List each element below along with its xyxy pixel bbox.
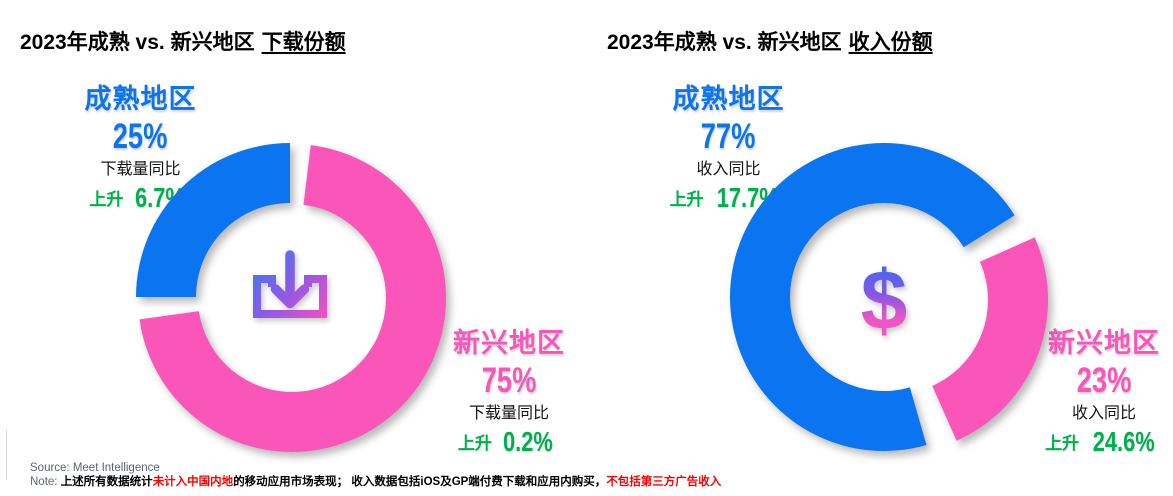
metric-label: 下载量同比 xyxy=(468,405,549,423)
footer-note-part: Note: xyxy=(30,476,61,489)
footer-note-part: 的移动应用市场表现； 收入数据包括iOS及GP端付费下载和应用内购买， xyxy=(233,476,607,489)
emerging-region-label-downloads: 新兴地区 75% 下载量同比 上升 0.2% xyxy=(423,328,595,458)
share-value: 23% xyxy=(1076,361,1132,401)
share-value: 75% xyxy=(481,361,537,401)
download-icon xyxy=(253,250,327,318)
footer-note-part: 不包括第三方广告收入 xyxy=(606,476,722,489)
mature-region-label-downloads: 成熟地区 25% 下载量同比 上升 6.7% xyxy=(38,84,243,214)
dollar-icon: $ xyxy=(861,253,908,347)
metric-label: 收入同比 xyxy=(1071,405,1136,423)
chart-title-downloads: 2023年成熟 vs. 新兴地区 下载份额 xyxy=(20,26,346,56)
donut-segment-mature xyxy=(729,142,1015,451)
share-value: 77% xyxy=(701,117,756,157)
donut-chart-downloads xyxy=(136,143,447,453)
svg-text:$: $ xyxy=(861,253,908,347)
metric-label: 下载量同比 xyxy=(100,161,181,179)
region-name: 新兴地区 xyxy=(1048,328,1160,358)
chart-title-underlined: 收入份额 xyxy=(848,31,933,54)
donut-chart-revenue: $ xyxy=(729,142,1049,451)
region-name: 成熟地区 xyxy=(672,84,785,114)
donut-segment-emerging xyxy=(139,145,447,453)
change-direction: 上升 xyxy=(89,190,124,210)
change-direction: 上升 xyxy=(1045,434,1080,454)
chart-title-revenue: 2023年成熟 vs. 新兴地区 收入份额 xyxy=(607,26,933,56)
donut-segment-mature xyxy=(136,143,290,297)
footer-note-part: 未计入中国内地 xyxy=(152,476,234,489)
chart-title-underlined: 下载份额 xyxy=(261,31,346,54)
yoy-change: 上升 0.2% xyxy=(423,426,595,457)
footer-note: Note: 上述所有数据统计未计入中国内地的移动应用市场表现； 收入数据包括iO… xyxy=(30,475,721,489)
chart-title-prefix: 2023年成熟 vs. 新兴地区 xyxy=(20,31,255,54)
footer: Source: Meet Intelligence Note: 上述所有数据统计… xyxy=(30,461,721,489)
yoy-change: 上升 24.6% xyxy=(1028,426,1173,457)
chart-title-prefix: 2023年成熟 vs. 新兴地区 xyxy=(607,31,842,54)
change-direction: 上升 xyxy=(457,434,492,454)
region-name: 成熟地区 xyxy=(84,84,197,114)
metric-label: 收入同比 xyxy=(696,161,761,179)
page-edge-line xyxy=(6,430,7,480)
region-name: 新兴地区 xyxy=(453,328,565,358)
footer-note-part: 上述所有数据统计 xyxy=(60,476,153,489)
footer-source: Source: Meet Intelligence xyxy=(30,462,160,474)
change-value: 24.6% xyxy=(1092,426,1155,458)
change-value: 0.2% xyxy=(503,426,554,458)
donut-segment-emerging xyxy=(932,237,1049,441)
share-value: 25% xyxy=(113,117,168,157)
change-direction: 上升 xyxy=(669,190,704,210)
emerging-region-label-revenue: 新兴地区 23% 收入同比 上升 24.6% xyxy=(1028,328,1173,458)
